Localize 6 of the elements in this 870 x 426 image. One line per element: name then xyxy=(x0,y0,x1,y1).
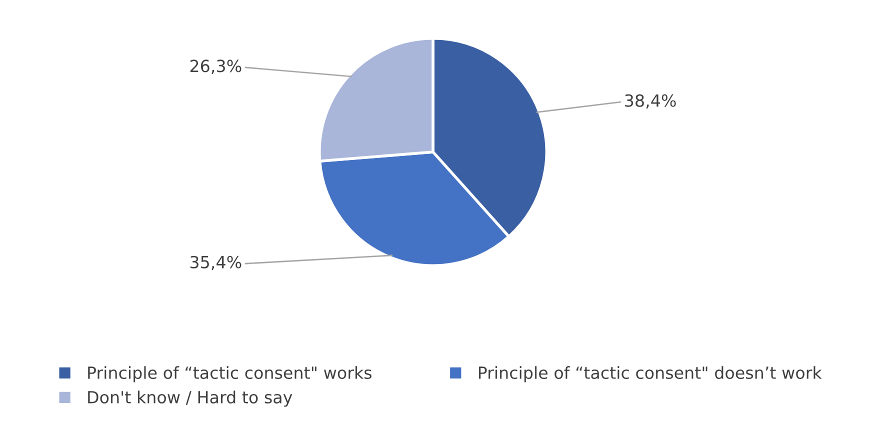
data-label: 26,3% xyxy=(190,60,242,74)
legend-label: Principle of “tactic consent" works xyxy=(88,366,372,382)
data-label: 38,4% xyxy=(625,94,676,109)
data-label: 35,4% xyxy=(190,256,242,270)
legend-label: Don't know / Hard to say xyxy=(88,390,292,407)
legend-label: Principle of “tactic consent" doesn’t work xyxy=(478,366,822,382)
